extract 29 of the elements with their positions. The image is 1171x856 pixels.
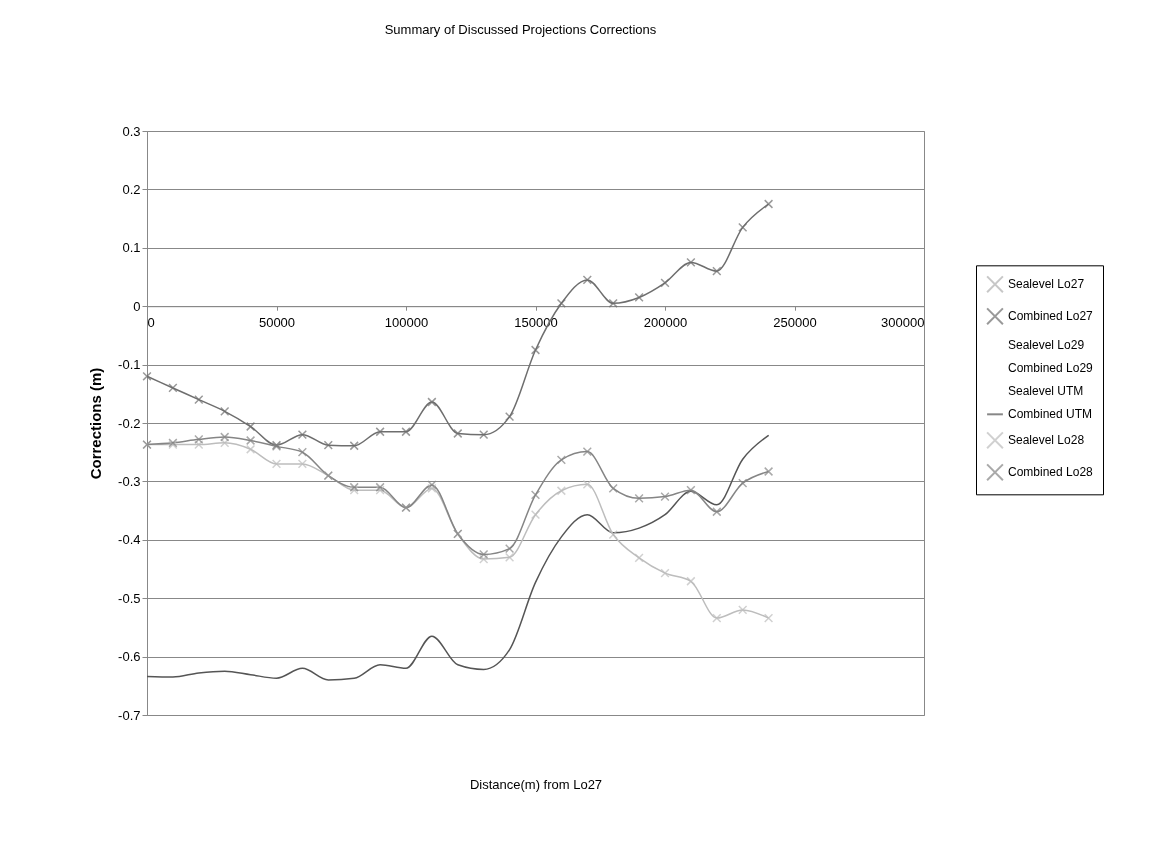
x-tick-label: 150000 [514,314,558,330]
legend-label: Combined UTM [1008,407,1093,422]
y-tick-label: 0 [133,298,141,314]
legend-label: Sealevel Lo27 [1008,277,1085,292]
y-tick-label: -0.3 [118,473,141,489]
x-tick-label: 250000 [773,314,817,330]
y-tick-label: -0.2 [118,415,141,431]
chart-title: Summary of Discussed Projections Corrections [384,22,657,37]
text: Combined Lo29 [1008,361,1094,376]
y-tick-label: -0.1 [118,357,141,373]
legend-label: Sealevel Lo28 [1008,433,1085,448]
text: Sealevel UTM [1008,384,1084,399]
text: Sealevel Lo29 [1008,338,1085,353]
y-tick-label: 0.3 [122,123,141,139]
legend-label: Combined Lo28 [1008,465,1094,480]
x-tick-label: 300000 [881,314,925,330]
y-axis-title: Corrections (m) [87,367,105,480]
x-tick-label: 50000 [258,314,296,330]
x-tick-label: 0 [147,314,155,330]
y-tick-label: -0.4 [118,532,141,548]
y-tick-label: 0.2 [122,181,141,197]
x-axis-title: Distance(m) from Lo27 [469,776,603,792]
y-tick-label: -0.5 [118,590,141,606]
y-tick-label: -0.6 [118,649,141,665]
y-tick-label: -0.7 [118,707,141,723]
x-tick-label: 200000 [643,314,688,330]
y-tick-label: 0.1 [122,240,141,256]
legend-label: Combined Lo27 [1008,309,1094,324]
x-tick-label: 100000 [384,314,429,330]
